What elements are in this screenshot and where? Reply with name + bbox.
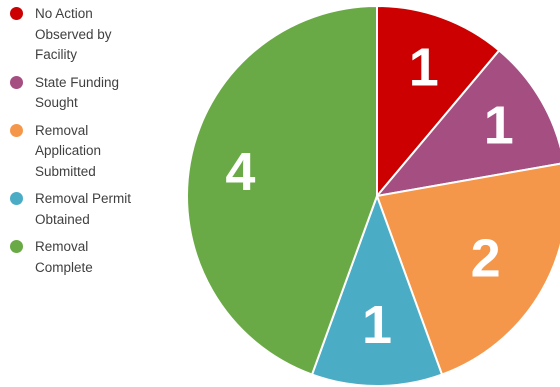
legend-swatch: [10, 75, 23, 89]
legend-label: Removal Application Submitted: [35, 122, 102, 179]
legend-item: Removal Complete: [6, 237, 166, 278]
legend-label: Removal Complete: [35, 239, 93, 275]
pie-slice: [376, 4, 501, 199]
legend-item: No Action Observed by Facility: [6, 4, 166, 66]
pie-slice: [186, 4, 378, 376]
slice-data-label: 1: [362, 295, 392, 355]
slice-data-label: 1: [409, 37, 439, 97]
slice-data-label: 1: [484, 96, 514, 156]
legend-swatch: [10, 7, 23, 20]
legend-label: No Action Observed by Facility: [35, 6, 112, 62]
legend-label: Removal Permit Obtained: [35, 191, 132, 227]
legend-item: Removal Application Submitted: [6, 121, 166, 183]
slice-data-label: 2: [471, 229, 501, 289]
legend-label: State Funding Sought: [35, 74, 120, 111]
legend-item: Removal Permit Obtained: [6, 189, 166, 230]
legend-swatch: [10, 240, 23, 253]
legend-swatch: [10, 192, 23, 205]
slice-data-label: 4: [225, 142, 255, 202]
chart-legend: No Action Observed by Facility State Fund…: [6, 4, 166, 285]
legend-swatch: [10, 123, 23, 137]
pie-slice: [375, 162, 560, 376]
legend-item: State Funding Sought: [6, 73, 166, 114]
pie-slice: [374, 49, 560, 198]
pie-slice: [310, 193, 444, 387]
